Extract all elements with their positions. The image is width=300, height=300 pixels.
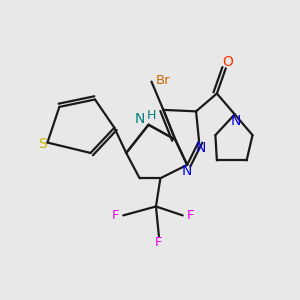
Text: N: N bbox=[182, 164, 192, 178]
Text: F: F bbox=[111, 209, 119, 222]
Text: F: F bbox=[155, 236, 163, 249]
Text: Br: Br bbox=[156, 74, 171, 87]
Text: N: N bbox=[231, 114, 242, 128]
Text: O: O bbox=[222, 55, 233, 69]
Text: N: N bbox=[195, 141, 206, 154]
Text: N: N bbox=[135, 112, 146, 126]
Text: H: H bbox=[147, 109, 156, 122]
Text: F: F bbox=[187, 209, 195, 222]
Text: S: S bbox=[38, 137, 46, 151]
